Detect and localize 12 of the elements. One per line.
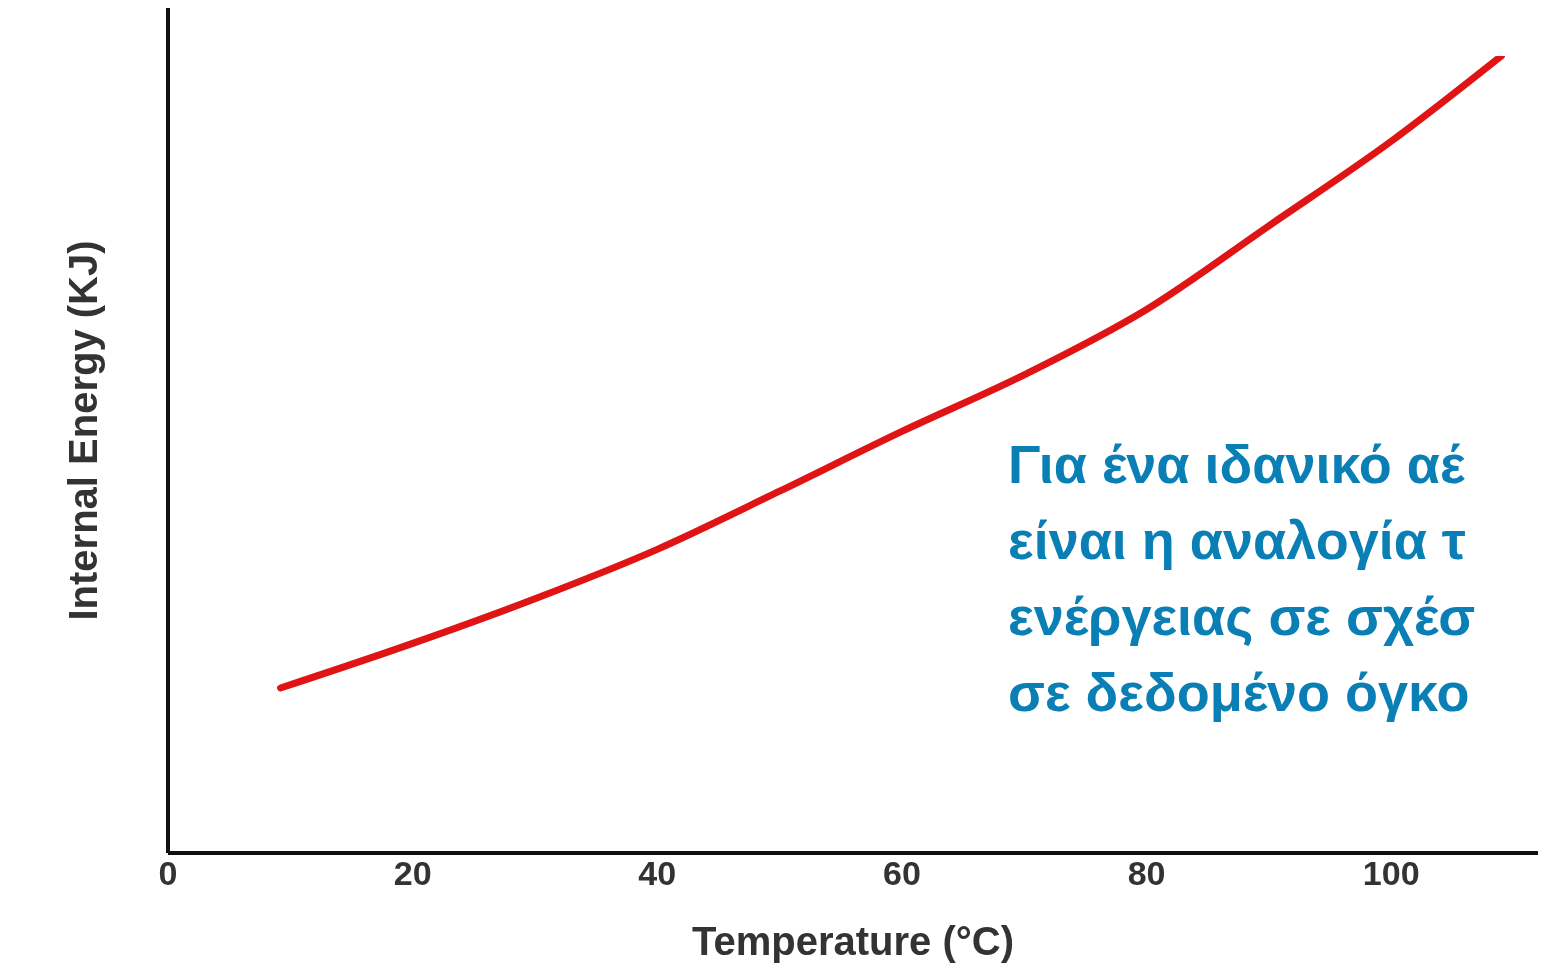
x-tick-label: 100	[1362, 854, 1420, 893]
x-tick-label: 60	[883, 854, 921, 893]
annotation: είναι η αναλογία τ	[1008, 509, 1467, 572]
annotation: Για ένα ιδανικό αέ	[1008, 433, 1466, 496]
x-axis-title: Temperature (°C)	[692, 919, 1014, 963]
x-tick-label: 80	[1127, 854, 1166, 893]
x-tick-label: 0	[158, 854, 178, 893]
annotation: ενέργειας σε σχέσ	[1008, 585, 1476, 648]
y-axis-title: Internal Energy (KJ)	[61, 240, 106, 621]
annotation: σε δεδομένο όγκο	[1008, 661, 1471, 724]
x-tick-label: 20	[393, 854, 432, 893]
x-tick-label: 40	[638, 854, 677, 893]
